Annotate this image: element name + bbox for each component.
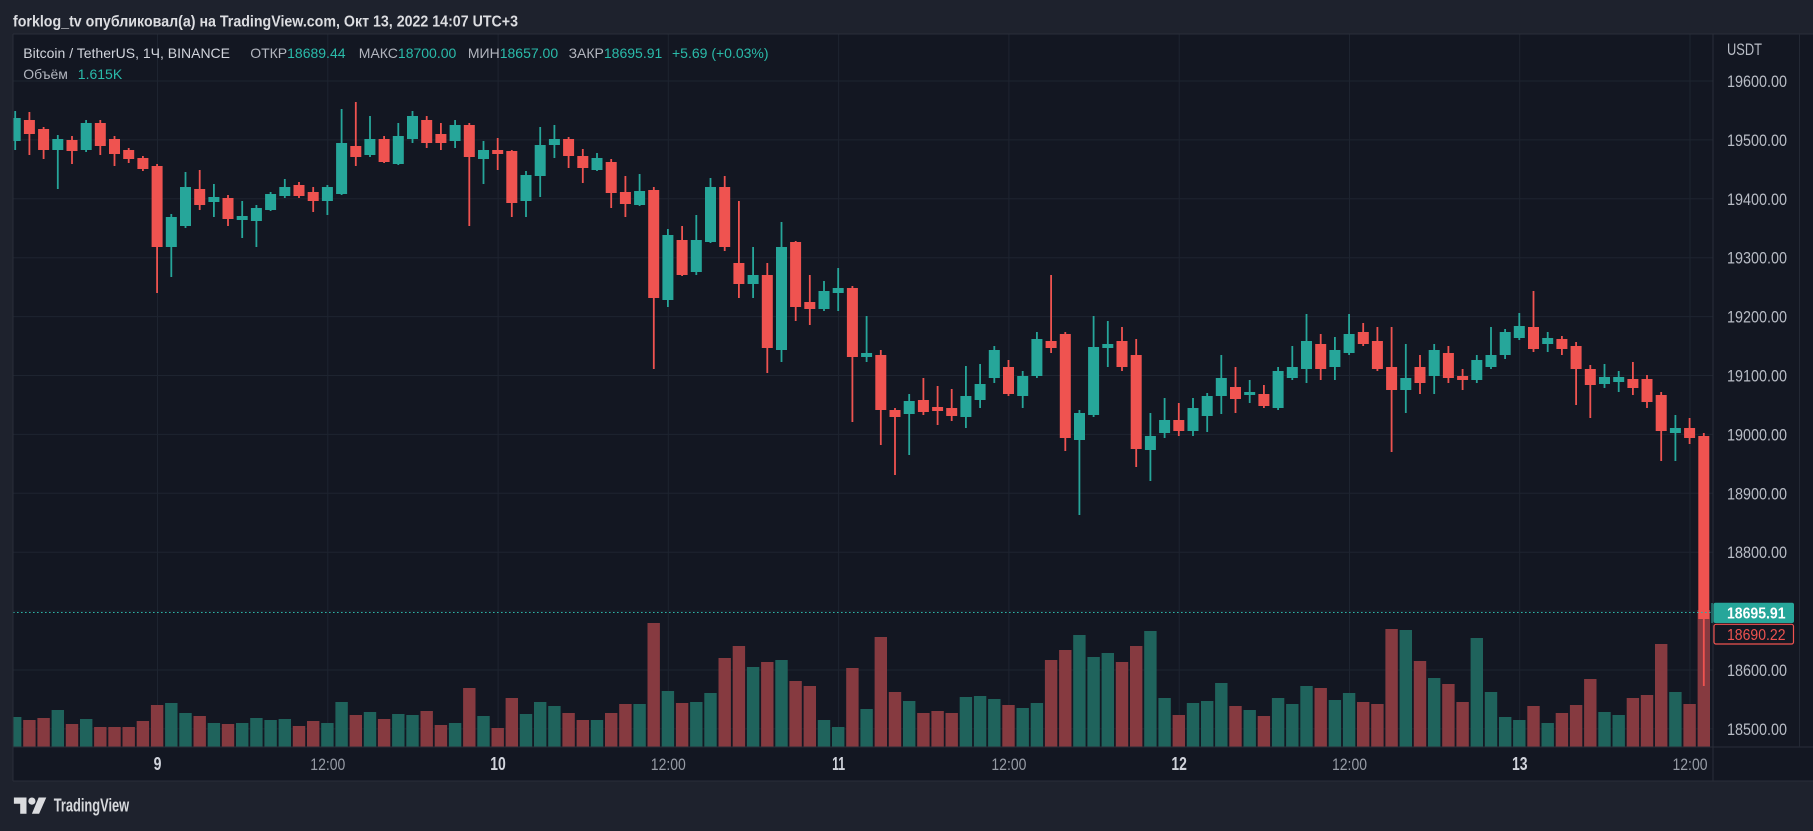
svg-text:13: 13 bbox=[1512, 754, 1528, 774]
svg-text:12:00: 12:00 bbox=[1332, 756, 1367, 774]
svg-text:19400.00: 19400.00 bbox=[1727, 191, 1787, 209]
svg-text:USDT: USDT bbox=[1727, 41, 1762, 59]
svg-text:19300.00: 19300.00 bbox=[1727, 250, 1787, 268]
svg-text:19500.00: 19500.00 bbox=[1727, 132, 1787, 150]
svg-text:18900.00: 18900.00 bbox=[1727, 485, 1787, 503]
svg-text:12: 12 bbox=[1171, 754, 1187, 774]
svg-text:12:00: 12:00 bbox=[1673, 756, 1708, 774]
svg-text:forklog_tv опубликовал(а) на T: forklog_tv опубликовал(а) на TradingView… bbox=[13, 14, 518, 31]
svg-text:Bitcoin / TetherUS, 1Ч, BINANC: Bitcoin / TetherUS, 1Ч, BINANCE bbox=[23, 45, 230, 61]
svg-text:12:00: 12:00 bbox=[310, 756, 345, 774]
svg-text:18600.00: 18600.00 bbox=[1727, 662, 1787, 680]
svg-text:10: 10 bbox=[490, 754, 506, 774]
svg-text:9: 9 bbox=[154, 754, 162, 774]
svg-text:11: 11 bbox=[832, 754, 845, 774]
svg-text:TradingView: TradingView bbox=[54, 796, 130, 816]
svg-text:МИН18657.00: МИН18657.00 bbox=[468, 45, 558, 61]
svg-text:ОТКР18689.44: ОТКР18689.44 bbox=[250, 45, 346, 61]
svg-text:18695.91: 18695.91 bbox=[1727, 605, 1786, 622]
svg-text:18500.00: 18500.00 bbox=[1727, 721, 1787, 739]
svg-text:19000.00: 19000.00 bbox=[1727, 426, 1787, 444]
svg-text:12:00: 12:00 bbox=[991, 756, 1026, 774]
svg-text:19200.00: 19200.00 bbox=[1727, 309, 1787, 327]
svg-text:19100.00: 19100.00 bbox=[1727, 368, 1787, 386]
svg-text:12:00: 12:00 bbox=[651, 756, 686, 774]
svg-text:18800.00: 18800.00 bbox=[1727, 544, 1787, 562]
svg-text:19600.00: 19600.00 bbox=[1727, 73, 1787, 91]
svg-text:МАКС18700.00: МАКС18700.00 bbox=[359, 45, 457, 61]
svg-text:+5.69 (+0.03%): +5.69 (+0.03%) bbox=[672, 45, 769, 61]
svg-text:18690.22: 18690.22 bbox=[1727, 627, 1786, 644]
svg-text:ЗАКР18695.91: ЗАКР18695.91 bbox=[569, 45, 663, 61]
